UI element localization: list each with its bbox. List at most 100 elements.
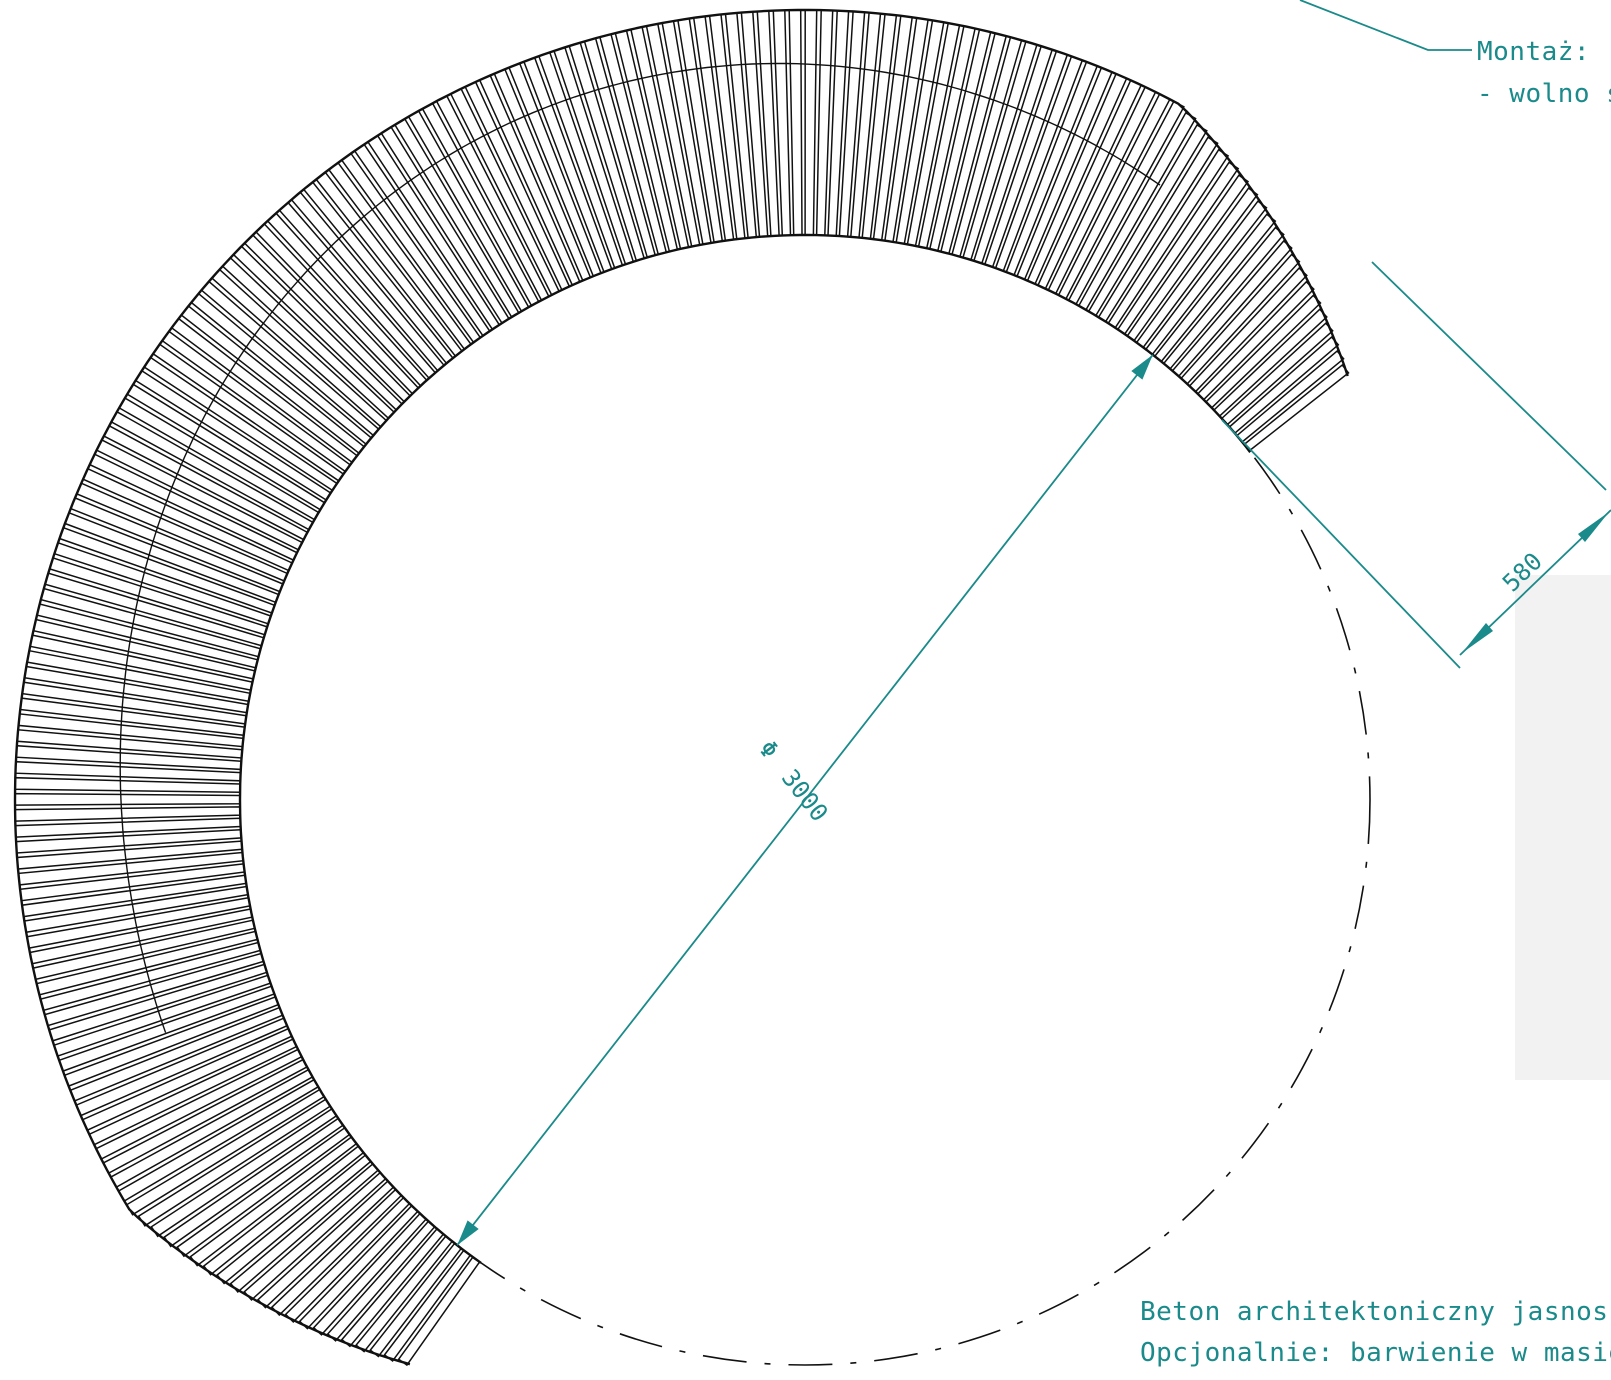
bench-slat xyxy=(1235,349,1345,444)
bench-slat xyxy=(1228,336,1340,435)
bench-slat xyxy=(19,697,246,737)
bench-slat xyxy=(355,1235,454,1353)
diameter-dimension: Φ 3000 xyxy=(456,354,1154,1246)
bench-slat xyxy=(315,171,463,358)
bench-slat xyxy=(266,212,428,387)
bench-slat xyxy=(407,109,530,313)
bench-slat xyxy=(21,874,248,918)
bench-slat xyxy=(983,50,1069,268)
bench-slat xyxy=(1188,267,1308,393)
bench-slat xyxy=(928,28,992,252)
bench-slat xyxy=(962,40,1038,261)
bench-slat xyxy=(772,9,792,237)
bench-slat xyxy=(102,424,309,541)
material-note-line1: Beton architektoniczny jasnoszary - xyxy=(1140,1297,1611,1327)
bench-slat xyxy=(14,792,241,806)
inner-dashed-circle xyxy=(239,234,1371,1366)
bench-slat xyxy=(232,245,404,411)
bench-slat xyxy=(1047,85,1157,295)
bench-slat xyxy=(340,152,482,344)
bench-slat xyxy=(421,102,540,307)
bench-slat xyxy=(522,56,613,273)
bench-slat xyxy=(39,941,262,1012)
bench-slat xyxy=(1026,72,1128,285)
bench-slat xyxy=(645,22,701,248)
diameter-label: Φ 3000 xyxy=(753,735,833,827)
bench-slat xyxy=(210,268,388,428)
bench-slat xyxy=(110,410,314,531)
bench-slat xyxy=(788,9,803,236)
bench-ring xyxy=(13,8,1350,1367)
bench-slat xyxy=(383,1249,472,1362)
bench-slat xyxy=(21,681,248,725)
bench-slat xyxy=(756,10,780,237)
bench-slat xyxy=(23,885,249,934)
bench-slat xyxy=(163,1117,345,1248)
ring-width-arrowhead-upper xyxy=(1578,512,1609,542)
bench-slat xyxy=(64,511,280,604)
bench-slat xyxy=(75,1017,289,1117)
bench-slat xyxy=(1126,174,1250,342)
bench-slat xyxy=(95,438,304,551)
bench-slat xyxy=(1107,148,1230,329)
extension-line-outer xyxy=(1371,261,1607,491)
bench-slat xyxy=(152,343,345,482)
bench-slat xyxy=(170,317,359,464)
bench-slat xyxy=(221,256,396,420)
bench-slat xyxy=(29,634,254,691)
bench-slat xyxy=(254,222,420,395)
extension-line-inner xyxy=(1221,419,1461,669)
bench-slat xyxy=(14,760,242,782)
bench-slat xyxy=(14,817,242,838)
bench-slat xyxy=(677,17,724,244)
bench-slat xyxy=(137,1098,332,1227)
bench-slat xyxy=(838,10,866,238)
bench-slat xyxy=(243,233,412,403)
bench-slat xyxy=(1016,66,1113,281)
bench-slat xyxy=(48,556,269,636)
bench-slat xyxy=(95,1048,303,1161)
bench-slat xyxy=(951,36,1023,258)
bench-slat xyxy=(369,1242,463,1358)
diameter-dimension-line xyxy=(456,354,1154,1246)
bench-slat xyxy=(849,11,882,239)
bench-slat xyxy=(256,1180,395,1309)
bench-slat xyxy=(58,526,276,614)
mounting-note-line1: Montaż: xyxy=(1477,37,1590,67)
bench-slat xyxy=(143,356,339,492)
bench-slat xyxy=(340,1227,445,1348)
bench-slat xyxy=(661,20,712,246)
bench-slat xyxy=(1171,239,1293,378)
mounting-leader-line xyxy=(1299,0,1472,51)
bench-slat xyxy=(1220,322,1334,426)
bench-slat xyxy=(190,292,373,446)
bench-slat xyxy=(804,9,818,236)
right-shadow-panel xyxy=(1515,575,1611,1080)
bench-slat xyxy=(243,1171,387,1301)
bench-slat xyxy=(63,995,280,1088)
bench-slat xyxy=(290,191,446,372)
diameter-arrowhead-top xyxy=(1131,354,1153,380)
bench-slat xyxy=(939,32,1008,255)
bench-slat xyxy=(23,665,249,714)
bench-slat xyxy=(435,94,550,302)
bench-slat xyxy=(884,17,929,243)
bench-slat xyxy=(134,369,332,502)
bench-slat xyxy=(81,1027,293,1132)
bench-slat xyxy=(88,1038,298,1146)
bench-slat xyxy=(1005,60,1099,277)
bench-slat xyxy=(614,29,679,253)
bench-slat xyxy=(972,45,1054,265)
bench-slat xyxy=(200,280,380,437)
bench-slat xyxy=(19,863,246,902)
bench-slat xyxy=(17,851,245,886)
bench-slat xyxy=(1212,308,1328,418)
bench-slat xyxy=(630,26,690,250)
ring-width-arrowhead-lower xyxy=(1462,623,1493,653)
material-note-line2: Opcjonalnie: barwienie w masie xyxy=(1140,1338,1611,1368)
mounting-leader: Montaż: - wolno sto xyxy=(1299,0,1611,109)
bench-slat xyxy=(568,41,646,262)
bench-slat xyxy=(1116,161,1240,336)
bench-slat xyxy=(278,201,437,380)
bench-slat xyxy=(32,618,256,680)
